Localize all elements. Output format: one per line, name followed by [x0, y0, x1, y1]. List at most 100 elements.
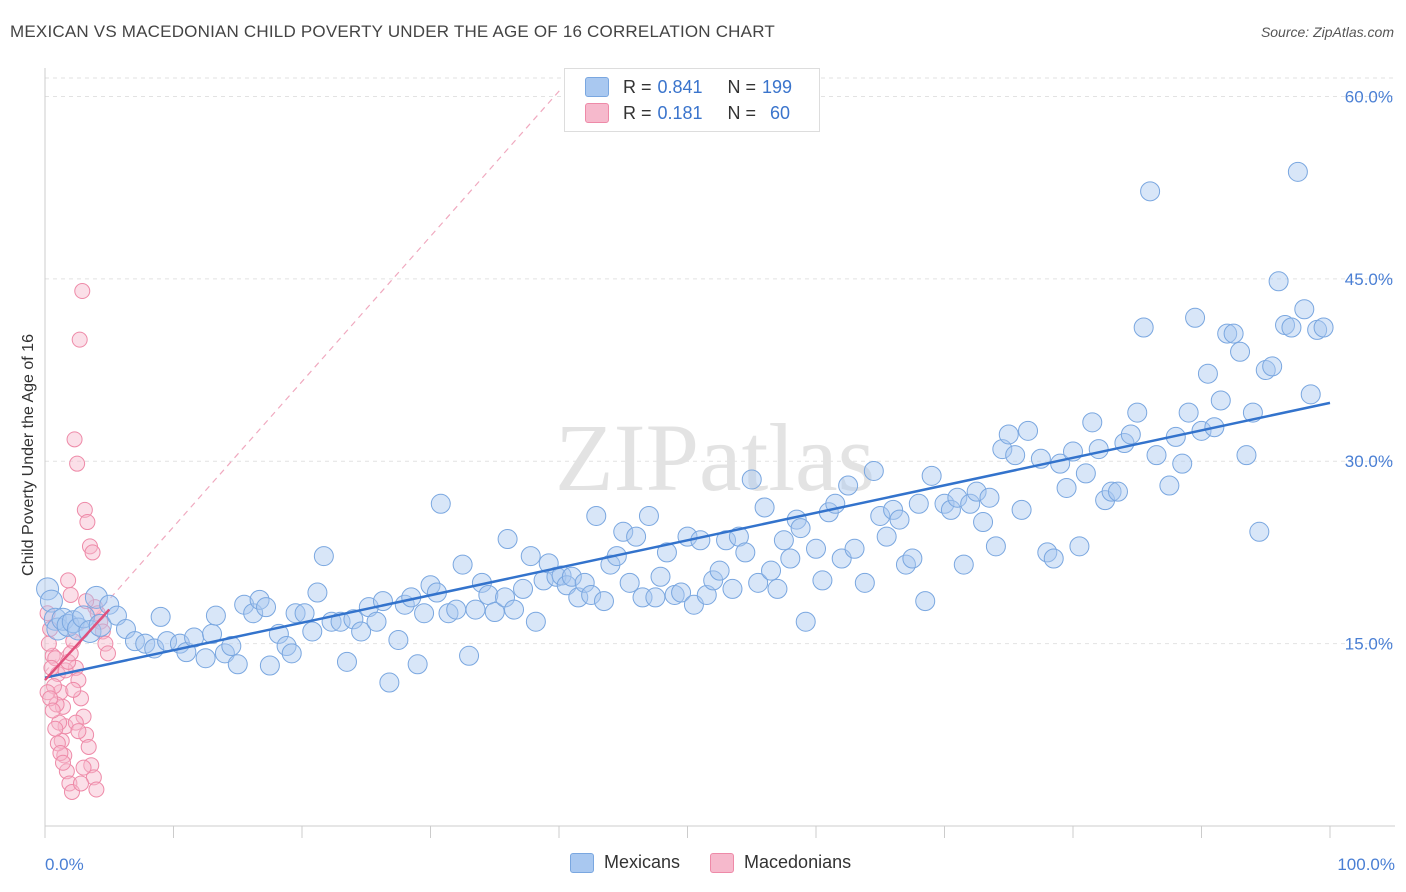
mexicans-point	[351, 621, 372, 642]
macedonians-point	[94, 623, 111, 640]
macedonians-point	[44, 647, 61, 664]
mexicans-point	[1255, 360, 1276, 381]
macedonians-point	[58, 763, 75, 780]
macedonians-point	[47, 650, 64, 667]
mexicans-point	[619, 572, 640, 593]
mexicans-point	[1088, 439, 1109, 460]
macedonians-label: Macedonians	[744, 852, 852, 872]
mexicans-point	[1101, 481, 1122, 502]
macedonians-point	[70, 723, 87, 740]
macedonians-point	[99, 645, 116, 662]
mexicans-point	[43, 607, 67, 631]
mexicans-point	[1140, 181, 1161, 202]
mexicans-trend-line	[44, 401, 1331, 679]
mexicans-point	[478, 584, 499, 605]
legend-box: R = 0.841 N = 199 R = 0.181 N = 60	[564, 68, 820, 132]
y-tick-label: 15.0%	[1345, 635, 1393, 654]
x-tick-label-max: 100.0%	[1337, 855, 1395, 874]
grid-lines	[45, 77, 1395, 645]
bottom-legend-macedonians[interactable]: Macedonians	[710, 852, 851, 873]
macedonians-point	[44, 702, 61, 719]
mexicans-point	[581, 584, 602, 605]
macedonians-point	[84, 544, 101, 561]
mexicans-point	[1172, 453, 1193, 474]
mexicans-point	[379, 672, 400, 693]
mexicans-point	[313, 546, 334, 567]
mexicans-point	[979, 487, 1000, 508]
legend-r-label: R =	[623, 102, 652, 123]
mexicans-point	[934, 493, 955, 514]
legend-n-label: N =	[727, 102, 757, 123]
mexicans-point	[806, 538, 826, 559]
mexicans-point	[1043, 548, 1064, 569]
mexicans-point	[1210, 390, 1231, 411]
mexicans-point	[844, 538, 865, 559]
macedonians-point	[80, 738, 97, 755]
mexicans-point	[902, 548, 923, 569]
mexicans-point	[205, 605, 226, 626]
legend-swatch-mexicans	[585, 77, 609, 97]
mexicans-point	[773, 530, 794, 551]
mexicans-point	[626, 526, 647, 547]
mexicans-points	[36, 161, 1334, 693]
mexicans-point	[72, 605, 96, 629]
macedonians-point	[47, 720, 64, 737]
mexicans-point	[84, 585, 108, 609]
mexicans-point	[1120, 424, 1141, 445]
mexicans-point	[135, 633, 156, 654]
mexicans-point	[1287, 161, 1308, 182]
mexicans-point	[285, 603, 306, 624]
mexicans-point	[645, 587, 666, 608]
legend-n-value: 199	[762, 76, 793, 97]
mexicans-point	[227, 654, 248, 675]
macedonians-point	[78, 726, 95, 743]
x-tick-marks	[44, 826, 1331, 838]
y-tick-label: 45.0%	[1345, 270, 1393, 289]
mexicans-point	[88, 613, 112, 637]
mexicans-point	[1281, 317, 1302, 338]
mexicans-point	[1069, 536, 1090, 557]
mexicans-point	[780, 548, 801, 569]
legend-row-mexicans: R = 0.841 N = 199	[585, 74, 792, 100]
x-tick-label-min: 0.0%	[45, 855, 84, 874]
bottom-legend-mexicans[interactable]: Mexicans	[570, 852, 680, 873]
mexicans-point	[908, 493, 929, 514]
legend-r-value: 0.841	[657, 76, 703, 97]
mexicans-point	[1075, 463, 1096, 484]
macedonians-point	[66, 431, 83, 448]
mexicans-point	[504, 599, 525, 620]
mexicans-point	[1146, 445, 1167, 466]
mexicans-point	[761, 560, 782, 581]
mexicans-point	[407, 654, 428, 675]
mexicans-point	[795, 611, 816, 632]
mexicans-point	[876, 526, 897, 547]
mexicans-point	[256, 597, 277, 618]
mexicans-point	[336, 651, 357, 672]
chart-source: Source: ZipAtlas.com	[1260, 24, 1394, 40]
mexicans-point	[973, 512, 994, 533]
mexicans-point	[1107, 481, 1128, 502]
mexicans-point	[1127, 402, 1148, 423]
macedonians-point	[76, 501, 93, 518]
mexicans-point	[1262, 356, 1283, 377]
mexicans-point	[1268, 271, 1289, 292]
mexicans-point	[1294, 299, 1315, 320]
mexicans-point	[1133, 317, 1154, 338]
mexicans-point	[1197, 363, 1218, 384]
mexicans-point	[895, 554, 916, 575]
mexicans-point	[767, 578, 788, 599]
mexicans-point	[307, 582, 328, 603]
macedonians-trend-line	[44, 608, 111, 681]
mexicans-point	[1018, 420, 1039, 441]
mexicans-point	[343, 609, 364, 630]
mexicans-point	[366, 611, 387, 632]
mexicans-point	[838, 475, 859, 496]
mexicans-point	[1056, 477, 1077, 498]
legend-r-label: R =	[623, 76, 652, 97]
mexicans-point	[638, 505, 659, 526]
mexicans-point	[259, 655, 280, 676]
mexicans-point	[966, 481, 987, 502]
y-axis-label: Child Poverty Under the Age of 16	[20, 334, 37, 576]
mexicans-point	[593, 591, 614, 612]
mexicans-label: Mexicans	[604, 852, 681, 872]
